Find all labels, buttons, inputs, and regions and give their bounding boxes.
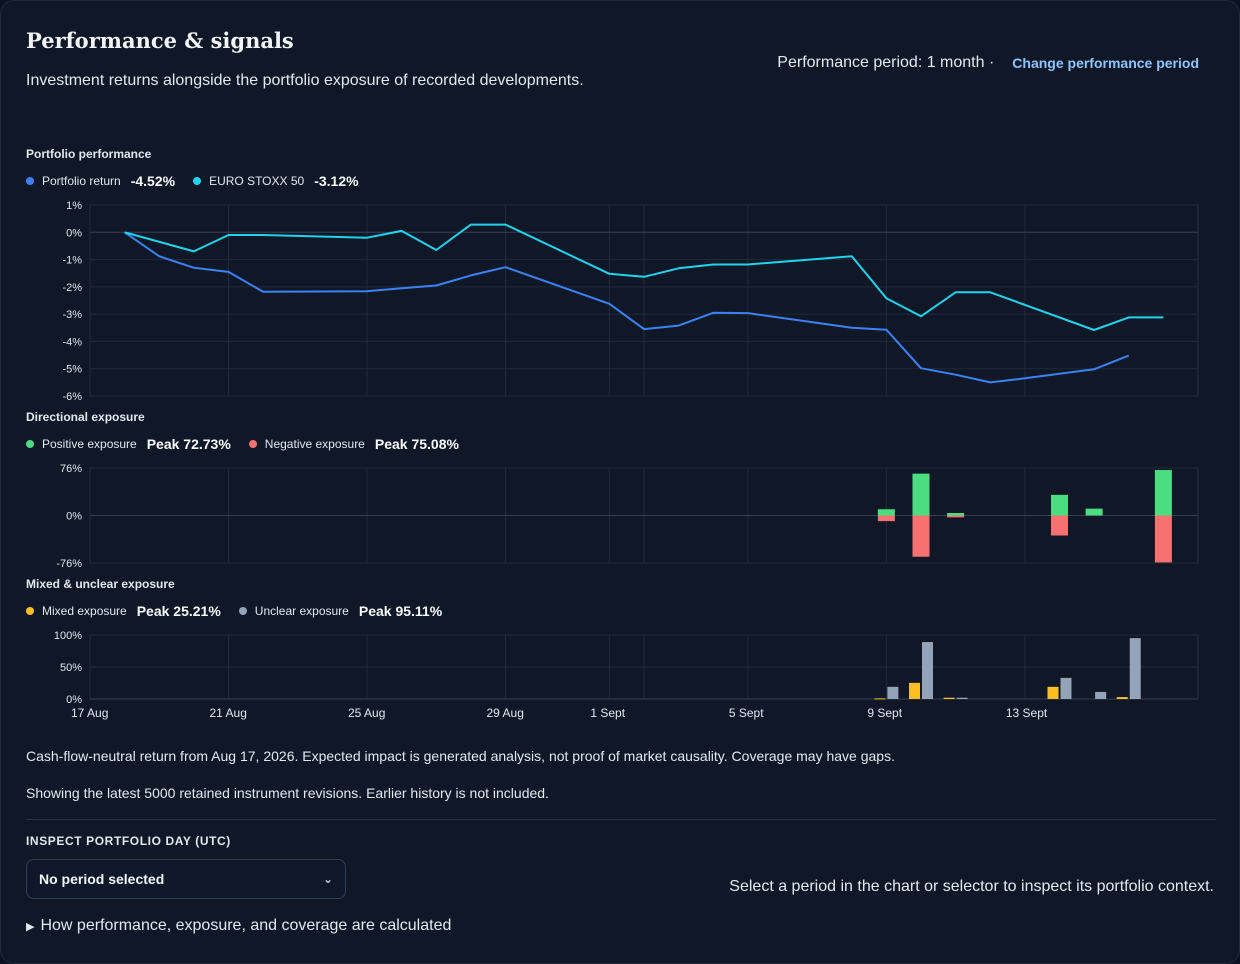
footer-note-causality: Cash-flow-neutral return from Aug 17, 20… — [26, 748, 895, 764]
legend-negative-exposure: Negative exposure — [264, 437, 365, 451]
legend-unclear-exposure: Unclear exposure — [254, 604, 349, 618]
bar-mixed-exposure — [909, 682, 920, 699]
bar-positive-exposure — [947, 513, 965, 516]
legend-benchmark: EURO STOXX 50 — [209, 174, 305, 188]
directional-legend: Positive exposure Peak 72.73% Negative e… — [26, 436, 477, 452]
directional-section-label: Directional exposure — [26, 410, 145, 424]
bar-unclear-exposure — [887, 686, 899, 699]
legend-portfolio-return-value: -4.52% — [130, 173, 176, 189]
x-tick-label: 25 Aug — [348, 706, 385, 720]
y-tick-label: 50% — [60, 662, 82, 674]
y-tick-label: 0% — [66, 511, 82, 523]
chevron-down-icon: ⌄ — [322, 872, 333, 886]
performance-section-label: Portfolio performance — [26, 147, 152, 161]
bar-positive-exposure — [912, 473, 930, 516]
legend-benchmark-value: -3.12% — [314, 173, 359, 189]
inspect-day-select-value: No period selected — [39, 871, 165, 887]
x-tick-label: 9 Sept — [867, 706, 902, 720]
bar-positive-exposure — [1154, 470, 1172, 516]
divider — [26, 819, 1216, 820]
calculation-details-toggle[interactable]: ▶ How performance, exposure, and coverag… — [26, 917, 451, 935]
y-tick-label: 0% — [66, 694, 82, 706]
page-title: Performance & signals — [26, 28, 294, 53]
bar-mixed-exposure — [1116, 697, 1128, 699]
positive-exposure-dot-icon — [26, 440, 34, 448]
page-subtitle: Investment returns alongside the portfol… — [26, 72, 584, 89]
x-tick-label: 21 Aug — [210, 706, 247, 720]
x-tick-label: 1 Sept — [590, 706, 625, 720]
x-tick-label: 5 Sept — [729, 706, 764, 720]
y-tick-label: 0% — [66, 227, 82, 239]
disclosure-triangle-icon: ▶ — [26, 920, 35, 933]
legend-mixed-exposure-value: Peak 25.21% — [136, 603, 221, 619]
footer-note-history: Showing the latest 5000 retained instrum… — [26, 785, 549, 801]
legend-portfolio-return: Portfolio return — [42, 174, 121, 188]
legend-mixed-exposure: Mixed exposure — [42, 604, 127, 618]
mixed-section-label: Mixed & unclear exposure — [26, 577, 175, 591]
y-tick-label: -76% — [56, 558, 82, 570]
x-tick-label: 17 Aug — [71, 706, 108, 720]
period-bar: Performance period: 1 month · Change per… — [777, 54, 1199, 72]
change-period-button[interactable]: Change performance period — [1012, 55, 1199, 71]
bar-positive-exposure — [1051, 494, 1068, 516]
portfolio-return-dot-icon — [26, 177, 34, 185]
bar-negative-exposure — [1051, 515, 1068, 536]
bar-mixed-exposure — [943, 697, 955, 699]
performance-exposure-chart[interactable]: 1% 0% -1% -2% -3% -4% -5% -6% 76% 0% -76% 100% 50% 0%… — [1, 1, 1239, 731]
y-tick-label: -5% — [62, 364, 82, 376]
y-tick-label: 100% — [54, 630, 82, 642]
inspect-hint: Select a period in the chart or selector… — [729, 878, 1214, 895]
bar-mixed-exposure — [1047, 686, 1059, 699]
y-tick-label: 76% — [60, 463, 82, 475]
inspect-day-label: INSPECT PORTFOLIO DAY (UTC) — [26, 834, 231, 848]
benchmark-dot-icon — [193, 177, 202, 185]
mixed-exposure-dot-icon — [26, 607, 34, 615]
bar-mixed-exposure — [874, 698, 886, 700]
y-tick-label: 1% — [66, 200, 82, 212]
y-tick-label: -1% — [62, 255, 82, 267]
bar-unclear-exposure — [956, 697, 968, 699]
bar-unclear-exposure — [1095, 691, 1107, 699]
legend-positive-exposure: Positive exposure — [42, 437, 137, 451]
series-line-euro-stoxx-50 — [124, 223, 1164, 331]
mixed-legend: Mixed exposure Peak 25.21% Unclear expos… — [26, 603, 460, 619]
legend-unclear-exposure-value: Peak 95.11% — [358, 603, 443, 619]
y-tick-label: -3% — [62, 309, 82, 321]
bar-unclear-exposure — [1129, 638, 1141, 699]
bar-negative-exposure — [947, 515, 965, 518]
negative-exposure-dot-icon — [248, 440, 257, 448]
x-tick-label: 13 Sept — [1006, 706, 1048, 720]
bar-negative-exposure — [877, 515, 895, 522]
performance-legend: Portfolio return -4.52% EURO STOXX 50 -3… — [26, 173, 377, 189]
bar-unclear-exposure — [922, 642, 933, 699]
x-tick-label: 29 Aug — [487, 706, 524, 720]
bar-negative-exposure — [912, 515, 930, 557]
calculation-details-label: How performance, exposure, and coverage … — [40, 917, 452, 934]
series-line-portfolio-return — [124, 231, 1130, 384]
bar-positive-exposure — [1085, 508, 1103, 516]
y-tick-label: -6% — [62, 391, 82, 403]
performance-period-text: Performance period: 1 month · — [777, 54, 995, 71]
y-tick-label: -4% — [62, 336, 82, 348]
inspect-day-select[interactable]: No period selected ⌄ — [26, 859, 346, 899]
unclear-exposure-dot-icon — [238, 607, 247, 615]
bar-positive-exposure — [877, 509, 895, 516]
bar-unclear-exposure — [1060, 677, 1072, 699]
y-tick-label: -2% — [62, 282, 82, 294]
legend-negative-exposure-value: Peak 75.08% — [374, 436, 459, 452]
legend-positive-exposure-value: Peak 72.73% — [146, 436, 231, 452]
bar-negative-exposure — [1154, 515, 1172, 563]
